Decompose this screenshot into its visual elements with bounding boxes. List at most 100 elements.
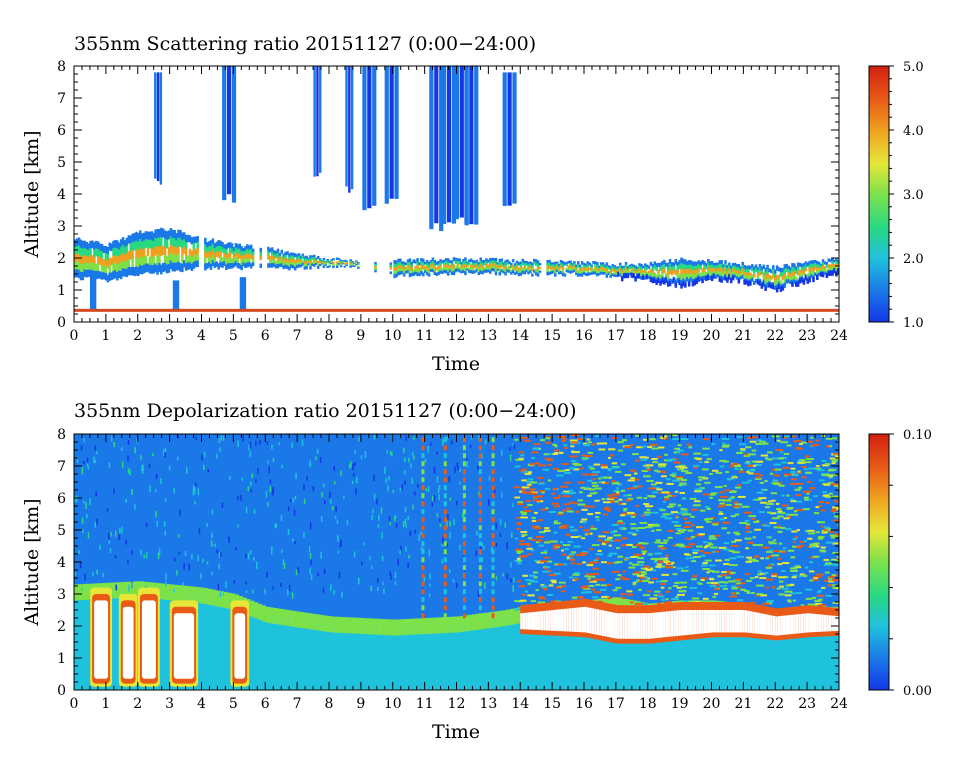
scattering-cell xyxy=(104,266,108,274)
scattering-cell xyxy=(659,274,662,280)
dust-layer-core xyxy=(716,610,720,633)
scattering-cell xyxy=(79,247,83,257)
depol-boundary-layer xyxy=(448,623,454,690)
depol-speckle-left xyxy=(436,476,439,483)
depol-speckle xyxy=(615,578,621,581)
depol-speckle-left xyxy=(399,487,402,492)
scattering-cell xyxy=(689,276,693,282)
depol-speckle-left xyxy=(394,516,396,522)
scattering-cell xyxy=(95,240,98,249)
depol-speckle xyxy=(619,502,627,505)
scattering-cell xyxy=(238,263,241,269)
dust-layer-core xyxy=(823,614,827,632)
depol-speckle xyxy=(689,557,695,560)
depol-speckle xyxy=(700,579,705,582)
dust-layer-core xyxy=(581,607,585,633)
scattering-cell xyxy=(823,269,827,273)
scattering-cell xyxy=(431,257,435,261)
scattering-cell xyxy=(320,260,324,263)
depol-speckle xyxy=(818,479,825,482)
depol-speckle-left xyxy=(383,588,385,594)
scattering-cell xyxy=(133,233,136,243)
depol-speckle-left xyxy=(247,486,250,491)
depol-speckle xyxy=(620,489,626,492)
scattering-cell xyxy=(353,265,356,267)
depol-speckle xyxy=(746,541,754,544)
depol-speckle xyxy=(609,454,615,457)
depol-speckle-left xyxy=(427,445,429,453)
depol-boundary-layer xyxy=(613,603,618,690)
depol-speckle xyxy=(651,529,655,532)
depol-speckle-left xyxy=(206,561,209,565)
depol-cloud-column xyxy=(443,445,447,451)
depol-speckle-left xyxy=(412,504,414,510)
depol-speckle xyxy=(531,525,539,528)
depol-speckle xyxy=(771,573,778,576)
depol-speckle xyxy=(646,590,652,593)
depol-speckle xyxy=(820,546,826,549)
depol-boundary-layer xyxy=(211,596,217,690)
depol-speckle xyxy=(719,449,723,452)
scattering-cell xyxy=(443,262,446,266)
scattering-cell xyxy=(645,274,649,280)
depol-speckle xyxy=(568,576,574,579)
depol-speckle xyxy=(540,584,545,587)
scattering-cell xyxy=(190,237,194,245)
depol-speckle xyxy=(653,560,658,563)
dust-layer-core xyxy=(563,608,567,632)
scattering-cell xyxy=(833,259,836,263)
depol-speckle xyxy=(609,552,617,555)
scattering-cell xyxy=(695,265,699,270)
dust-layer-core xyxy=(606,611,611,638)
depol-speckle xyxy=(755,442,762,445)
dust-layer-core xyxy=(678,610,682,636)
depol-speckle xyxy=(817,590,822,593)
depol-speckle-left xyxy=(198,527,201,534)
scattering-cell xyxy=(481,271,484,275)
depol-speckle xyxy=(676,593,685,596)
scattering-cell xyxy=(450,263,454,267)
depol-speckle-left xyxy=(506,573,509,580)
dust-layer-core xyxy=(701,610,705,634)
scattering-cell xyxy=(527,271,530,275)
scattering-cell xyxy=(393,267,396,272)
depol-speckle xyxy=(790,570,798,573)
x-tick-label: 12 xyxy=(448,696,466,712)
scattering-cell xyxy=(617,267,620,270)
depol-speckle-left xyxy=(271,444,273,450)
scattering-cell xyxy=(490,260,494,264)
scattering-cell xyxy=(177,261,180,271)
scattering-plume xyxy=(239,277,247,310)
scattering-cell xyxy=(236,253,240,259)
scattering-cell xyxy=(404,262,408,266)
depol-speckle xyxy=(566,507,572,510)
depol-speckle-left xyxy=(414,491,416,496)
scattering-cell xyxy=(114,262,117,271)
depol-speckle xyxy=(581,518,588,521)
depol-speckle xyxy=(814,467,821,470)
scattering-cell xyxy=(561,269,565,274)
scattering-cell xyxy=(429,262,433,266)
scattering-cell xyxy=(93,264,96,273)
scattering-cell xyxy=(418,267,421,271)
depol-speckle xyxy=(679,482,687,485)
depol-speckle xyxy=(747,469,756,472)
depol-boundary-layer xyxy=(735,609,741,690)
dust-layer-core xyxy=(808,613,812,633)
depol-boundary-edge xyxy=(81,584,87,601)
depol-speckle xyxy=(752,536,756,539)
depol-speckle xyxy=(547,569,552,572)
scattering-cell xyxy=(443,269,446,273)
depol-speckle xyxy=(805,471,812,474)
scattering-cell xyxy=(477,261,481,265)
depol-speckle xyxy=(780,441,788,444)
scattering-cell xyxy=(489,267,492,271)
depol-speckle xyxy=(631,515,636,518)
scattering-cell xyxy=(399,264,402,269)
depol-speckle xyxy=(551,502,559,505)
depol-speckle xyxy=(724,558,730,561)
scattering-cell xyxy=(632,273,635,279)
scattering-cell xyxy=(603,270,607,273)
scattering-cell xyxy=(691,270,695,276)
depol-speckle xyxy=(630,556,637,559)
